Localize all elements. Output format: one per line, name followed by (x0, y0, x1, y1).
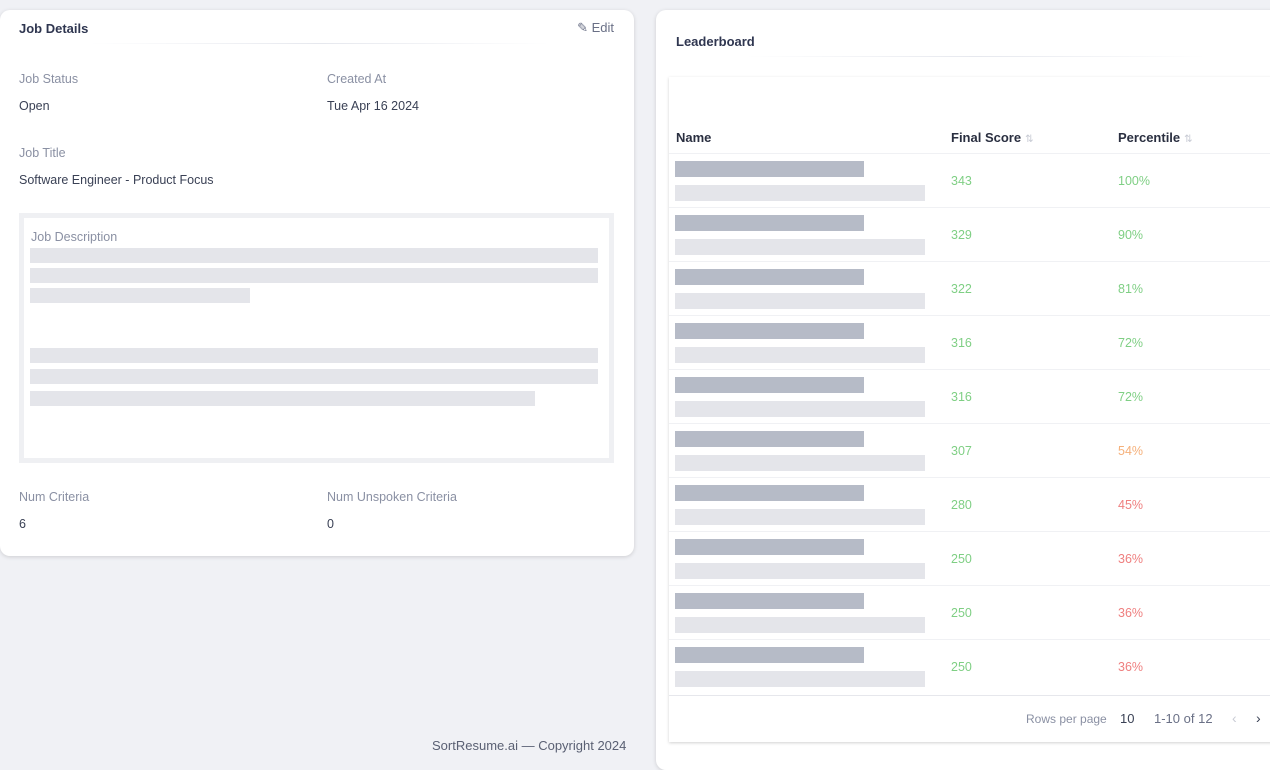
sort-icon: ⇅ (1184, 134, 1193, 145)
percentile: 45% (1118, 498, 1144, 512)
pagination: Rows per page 10 1-10 of 12 ‹ › (669, 695, 1270, 742)
percentile: 36% (1118, 660, 1144, 674)
sort-icon: ⇅ (1025, 134, 1034, 145)
final-score: 250 (951, 606, 972, 620)
table-row[interactable]: 280 45% (669, 477, 1270, 531)
created-at-value: Tue Apr 16 2024 (327, 99, 419, 113)
divider (746, 56, 1206, 57)
card-title: Job Details (19, 21, 89, 36)
job-status-value: Open (19, 99, 50, 113)
num-criteria-value: 6 (19, 517, 26, 531)
column-header-final-score[interactable]: Final Score ⇅ (951, 130, 1034, 145)
copyright: SortResume.ai — Copyright 2024 (432, 738, 627, 753)
rows-per-page-label: Rows per page (1026, 712, 1107, 726)
table-row[interactable]: 316 72% (669, 369, 1270, 423)
job-details-card: Job Details ✎ Edit Job Status Open Creat… (0, 10, 634, 556)
edit-button[interactable]: ✎ Edit (577, 20, 614, 35)
divider (90, 43, 550, 44)
final-score: 250 (951, 552, 972, 566)
redacted-name (675, 377, 864, 393)
next-page-icon[interactable]: › (1256, 710, 1261, 726)
table-row[interactable]: 316 72% (669, 315, 1270, 369)
redacted-name (675, 485, 864, 501)
redacted-text (30, 268, 598, 283)
final-score: 316 (951, 336, 972, 350)
redacted-email (675, 617, 925, 633)
leaderboard-card: Leaderboard Name Final Score ⇅ Percentile… (656, 10, 1270, 770)
leaderboard-table: Name Final Score ⇅ Percentile ⇅ 343 100% 329… (669, 77, 1270, 742)
table-row[interactable]: 307 54% (669, 423, 1270, 477)
redacted-email (675, 671, 925, 687)
redacted-email (675, 455, 925, 471)
final-score: 307 (951, 444, 972, 458)
created-at-label: Created At (327, 72, 387, 86)
page-range: 1-10 of 12 (1154, 711, 1213, 726)
column-header-percentile[interactable]: Percentile ⇅ (1118, 130, 1193, 145)
percentile: 100% (1118, 174, 1150, 188)
redacted-email (675, 185, 925, 201)
redacted-name (675, 215, 864, 231)
rows-per-page-select[interactable]: 10 (1120, 711, 1135, 726)
redacted-text (30, 248, 598, 263)
column-header-name[interactable]: Name (676, 130, 712, 145)
table-row[interactable]: 322 81% (669, 261, 1270, 315)
final-score: 280 (951, 498, 972, 512)
job-status-label: Job Status (19, 72, 79, 86)
redacted-email (675, 563, 925, 579)
num-unspoken-value: 0 (327, 517, 334, 531)
redacted-name (675, 593, 864, 609)
percentile: 81% (1118, 282, 1144, 296)
redacted-name (675, 431, 864, 447)
percentile: 72% (1118, 336, 1144, 350)
redacted-text (30, 391, 535, 406)
table-row[interactable]: 250 36% (669, 639, 1270, 693)
prev-page-icon[interactable]: ‹ (1232, 710, 1237, 726)
final-score: 329 (951, 228, 972, 242)
redacted-email (675, 401, 925, 417)
redacted-name (675, 161, 864, 177)
table-row[interactable]: 250 36% (669, 585, 1270, 639)
percentile: 54% (1118, 444, 1144, 458)
percentile: 36% (1118, 606, 1144, 620)
percentile: 36% (1118, 552, 1144, 566)
num-criteria-label: Num Criteria (19, 490, 90, 504)
final-score: 316 (951, 390, 972, 404)
table-row[interactable]: 343 100% (669, 153, 1270, 207)
redacted-email (675, 239, 925, 255)
redacted-text (30, 288, 250, 303)
final-score: 322 (951, 282, 972, 296)
redacted-email (675, 293, 925, 309)
percentile: 90% (1118, 228, 1144, 242)
redacted-email (675, 347, 925, 363)
percentile: 72% (1118, 390, 1144, 404)
num-unspoken-label: Num Unspoken Criteria (327, 490, 457, 504)
redacted-name (675, 647, 864, 663)
table-row[interactable]: 250 36% (669, 531, 1270, 585)
redacted-name (675, 323, 864, 339)
redacted-name (675, 269, 864, 285)
job-title-label: Job Title (19, 146, 66, 160)
job-description-box: Job Description (19, 213, 614, 463)
card-title: Leaderboard (676, 34, 755, 49)
pencil-icon: ✎ (577, 20, 588, 35)
job-description-label: Job Description (31, 230, 118, 244)
final-score: 250 (951, 660, 972, 674)
redacted-text (30, 369, 598, 384)
redacted-text (30, 348, 598, 363)
final-score: 343 (951, 174, 972, 188)
job-title-value: Software Engineer - Product Focus (19, 173, 214, 187)
redacted-name (675, 539, 864, 555)
table-row[interactable]: 329 90% (669, 207, 1270, 261)
redacted-email (675, 509, 925, 525)
